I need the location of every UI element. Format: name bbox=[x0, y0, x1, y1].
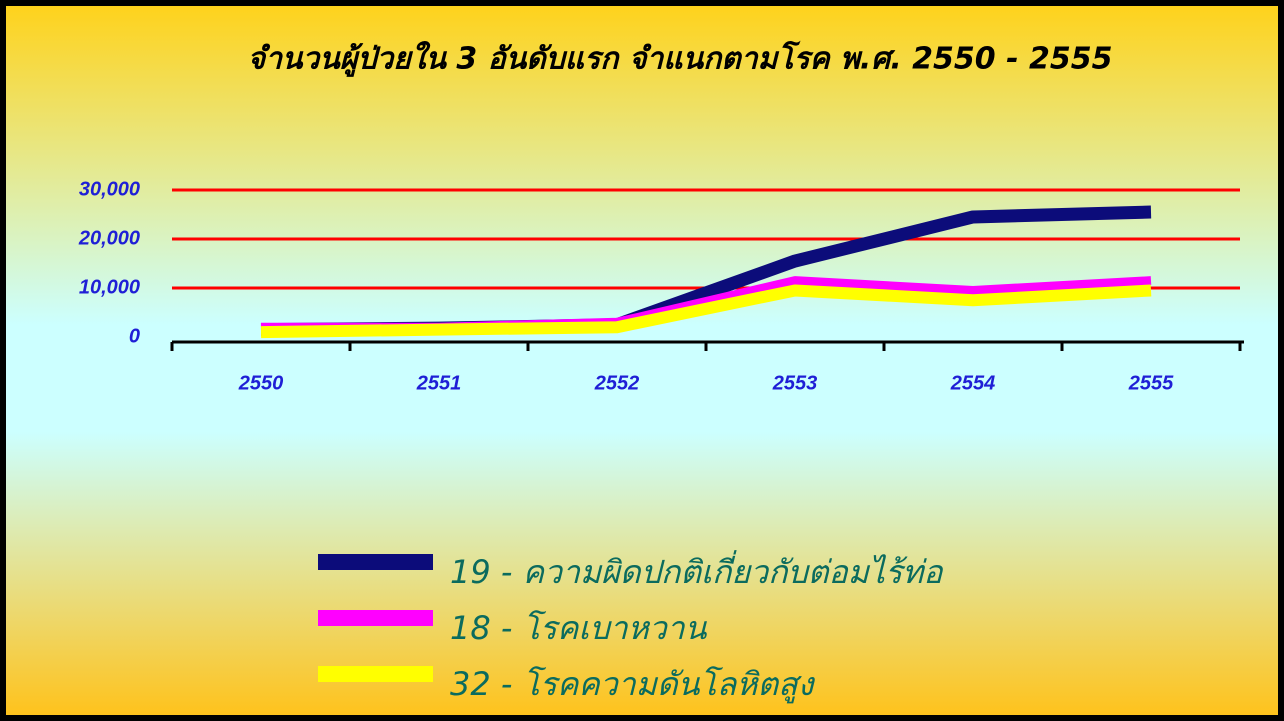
legend-label: 18 - โรคเบาหวาน bbox=[450, 609, 708, 647]
legend-swatch bbox=[318, 554, 433, 570]
x-tick-label: 2555 bbox=[1128, 372, 1174, 394]
x-tick-label: 2554 bbox=[950, 372, 996, 394]
legend-label: 19 - ความผิดปกติเกี่ยวกับต่อมไร้ท่อ bbox=[450, 550, 944, 591]
x-tick-label: 2552 bbox=[594, 372, 640, 394]
x-tick-label: 2551 bbox=[416, 372, 462, 394]
y-tick-label: 10,000 bbox=[79, 276, 140, 298]
chart-title: จำนวนผู้ป่วยใน 3 อันดับแรก จำแนกตามโรค พ… bbox=[247, 41, 1112, 78]
x-tick-label: 2550 bbox=[238, 372, 284, 394]
legend-swatch bbox=[318, 666, 433, 682]
y-tick-label: 30,000 bbox=[79, 178, 140, 200]
legend-swatch bbox=[318, 610, 433, 626]
x-tick-label: 2553 bbox=[772, 372, 818, 394]
series-line bbox=[260, 284, 1152, 339]
y-tick-label: 20,000 bbox=[78, 227, 140, 249]
legend-label: 32 - โรคความดันโลหิตสูง bbox=[450, 665, 816, 704]
y-tick-label: 0 bbox=[129, 325, 140, 347]
